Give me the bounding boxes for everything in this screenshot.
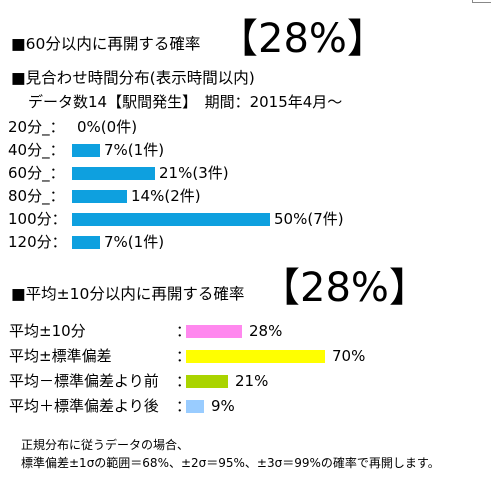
value-label: 50%(7件): [274, 210, 344, 228]
value-label: 21%: [235, 372, 269, 390]
category-label: 20分_：: [8, 118, 65, 136]
value-label: 7%(1件): [104, 233, 165, 251]
category-label: 平均±10分: [9, 322, 86, 340]
probability-60min-label: ■60分以内に再開する確率: [11, 35, 201, 53]
probability-60min-value: 【28%】: [218, 16, 387, 62]
category-label: 60分_：: [8, 164, 65, 182]
distribution-bar: [72, 190, 127, 203]
corner-mark: [451, 0, 501, 6]
distribution-title: ■見合わせ時間分布(表示時間以内): [11, 69, 255, 87]
within-10min-value: 【28%】: [260, 265, 429, 311]
distribution-bar: [72, 144, 100, 157]
value-label: 0%(0件): [77, 118, 138, 136]
comparison-bar: [186, 350, 325, 363]
category-label: 平均－標準偏差より前: [9, 372, 159, 390]
within-10min-title: ■平均±10分以内に再開する確率: [11, 285, 245, 303]
category-label: 40分_：: [8, 141, 65, 159]
comparison-bar: [186, 325, 242, 338]
comparison-bar: [186, 375, 228, 388]
distribution-bar: [72, 236, 100, 249]
distribution-bar: [72, 213, 270, 226]
category-label: 100分：: [8, 210, 67, 228]
category-label: 平均±標準偏差: [9, 347, 112, 365]
category-label: 120分：: [8, 233, 67, 251]
value-label: 70%: [332, 347, 366, 365]
value-label: 28%: [249, 322, 283, 340]
distribution-bar: [72, 167, 155, 180]
distribution-subtitle: データ数14【駅間発生】 期間：2015年4月～: [28, 93, 343, 111]
value-label: 9%: [211, 397, 235, 415]
separator-label: ：: [176, 397, 192, 415]
separator-label: ：: [176, 372, 192, 390]
note-line-1: 正規分布に従うデータの場合、: [21, 438, 190, 452]
note-line-2: 標準偏差±1σの範囲＝68%、±2σ＝95%、±3σ＝99%の確率で再開します。: [21, 456, 440, 470]
comparison-bar: [186, 400, 204, 413]
value-label: 14%(2件): [131, 187, 201, 205]
separator-label: ：: [176, 347, 192, 365]
separator-label: ：: [176, 322, 192, 340]
category-label: 平均＋標準偏差より後: [9, 397, 159, 415]
value-label: 21%(3件): [159, 164, 229, 182]
value-label: 7%(1件): [104, 141, 165, 159]
category-label: 80分_：: [8, 187, 65, 205]
